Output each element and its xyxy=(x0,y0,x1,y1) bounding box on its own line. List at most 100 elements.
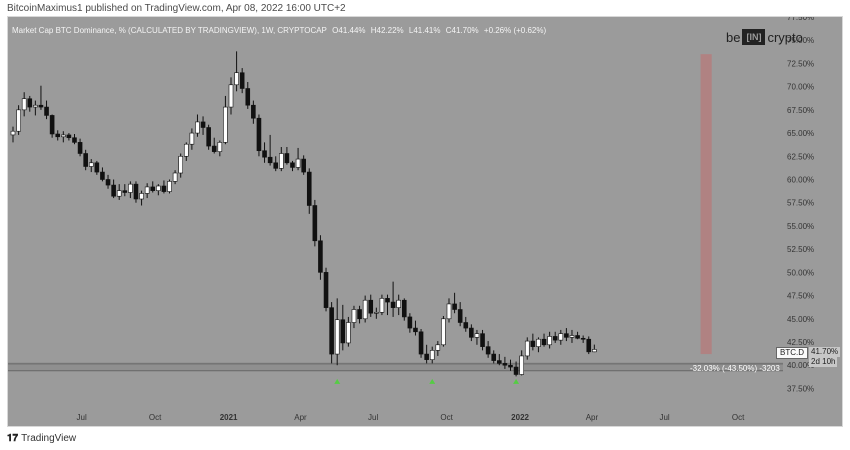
candle-bear xyxy=(323,272,329,308)
candle-bull xyxy=(379,298,385,313)
y-tick-label: 40.00% xyxy=(787,361,814,370)
candle-bull xyxy=(592,349,597,353)
candle-bear xyxy=(301,158,306,173)
candle-bear xyxy=(72,137,77,143)
candle-bull xyxy=(172,172,178,182)
footer-brand: TradingView xyxy=(21,433,77,444)
target-zone xyxy=(700,54,712,355)
candle-bull xyxy=(33,104,38,108)
legend-high-label: H xyxy=(370,26,377,35)
candle-bear xyxy=(508,364,513,368)
candle-bear xyxy=(401,299,407,318)
logo-box: [IN] xyxy=(742,29,766,45)
price-chart[interactable] xyxy=(8,17,783,407)
candle-bear xyxy=(256,117,262,152)
candle-bear xyxy=(211,145,217,152)
price-axis-svg: 77.50% 75.00% 72.50% 70.00% 67.50% 65.00% 62.5… xyxy=(787,13,814,393)
candle-bull xyxy=(217,142,223,152)
candle-bull xyxy=(189,132,195,145)
candle-bear xyxy=(306,171,312,206)
candle-bear xyxy=(407,316,413,329)
candle-bear xyxy=(502,363,508,366)
time-axis[interactable]: Jul Oct 2021 Apr Jul Oct 2022 Apr Jul Oct xyxy=(8,407,783,426)
y-tick-label: 72.50% xyxy=(787,59,814,68)
legend-title: Market Cap BTC Dominance, % (CALCULATED … xyxy=(12,26,327,35)
candle-bull xyxy=(167,181,172,192)
candle-bull xyxy=(446,303,452,320)
candle-bull xyxy=(144,186,150,194)
candle-bear xyxy=(452,303,457,310)
logo-text-pre: be xyxy=(726,29,741,45)
candle-bull xyxy=(295,158,301,168)
candle-bear xyxy=(513,366,519,375)
candle-bull xyxy=(474,333,480,338)
candle-bear xyxy=(27,98,33,108)
measure-label: -32.03% (-43.50%) -3203 xyxy=(690,364,780,373)
candle-bear xyxy=(273,162,279,169)
x-tick-label: 2021 xyxy=(220,413,238,422)
green-arrow-icon xyxy=(429,378,436,384)
candle-bear xyxy=(424,353,429,360)
support-band xyxy=(8,362,783,371)
legend-high: 42.22% xyxy=(376,26,404,35)
y-tick-label: 52.50% xyxy=(787,245,814,254)
candle-bear xyxy=(251,104,256,119)
candle-bear xyxy=(105,179,111,186)
candle-bear xyxy=(55,133,61,138)
candle-bear xyxy=(94,162,100,173)
candle-bull xyxy=(374,311,379,314)
y-tick-label: 37.50% xyxy=(787,384,814,393)
tradingview-logo-icon: 𝟏𝟕 xyxy=(7,433,19,444)
candle-bull xyxy=(223,106,228,143)
x-tick-label: Apr xyxy=(294,413,307,422)
y-tick-label: 70.00% xyxy=(787,83,814,92)
y-tick-label: 65.00% xyxy=(787,129,814,138)
candle-bear xyxy=(564,333,569,338)
x-tick-label: Apr xyxy=(586,413,599,422)
y-tick-label: 57.50% xyxy=(787,199,814,208)
candle-bull xyxy=(116,190,122,197)
y-tick-label: 60.00% xyxy=(787,176,814,185)
y-tick-label: 42.50% xyxy=(787,338,814,347)
y-tick-label: 67.50% xyxy=(787,106,814,115)
candle-bull xyxy=(362,299,368,320)
candle-bear xyxy=(491,353,497,361)
x-tick-label: 2022 xyxy=(511,413,529,422)
candle-bull xyxy=(16,109,21,132)
candle-bear xyxy=(357,309,362,320)
y-tick-label: 75.00% xyxy=(787,36,814,45)
legend-low: 41.41% xyxy=(413,26,441,35)
candle-bear xyxy=(469,327,474,338)
x-tick-label: Jul xyxy=(77,413,87,422)
plot-area[interactable] xyxy=(8,17,783,407)
candle-bull xyxy=(183,143,189,157)
y-tick-label: 62.50% xyxy=(787,152,814,161)
symbol-label: BTC.D xyxy=(776,347,808,359)
price-axis[interactable]: 77.50% 75.00% 72.50% 70.00% 67.50% 65.00% 62.5… xyxy=(783,13,842,407)
candle-bear xyxy=(368,299,374,314)
chart-legend: Market Cap BTC Dominance, % (CALCULATED … xyxy=(12,26,549,35)
candle-bull xyxy=(429,350,435,360)
candle-bear xyxy=(44,106,49,116)
candle-bull xyxy=(569,335,575,338)
candle-bear xyxy=(161,185,167,192)
legend-low-label: L xyxy=(408,26,414,35)
candle-bull xyxy=(61,134,66,138)
candle-bear xyxy=(530,340,536,347)
candle-bear xyxy=(111,184,116,197)
candle-bear xyxy=(150,186,156,191)
green-arrow-icon xyxy=(334,378,341,384)
candle-bull xyxy=(178,155,183,174)
candle-bear xyxy=(83,153,88,167)
candle-bull xyxy=(228,84,234,108)
candle-bear xyxy=(66,134,72,139)
candle-bull xyxy=(346,322,351,344)
y-tick-label: 55.00% xyxy=(787,222,814,231)
candle-bear xyxy=(38,104,44,108)
footer: 𝟏𝟕 TradingView xyxy=(7,433,76,444)
candle-bull xyxy=(234,72,239,86)
legend-close: 41.70% xyxy=(451,26,479,35)
candle-bear xyxy=(329,307,334,355)
candle-bear xyxy=(77,142,83,154)
candle-bull xyxy=(139,193,144,200)
